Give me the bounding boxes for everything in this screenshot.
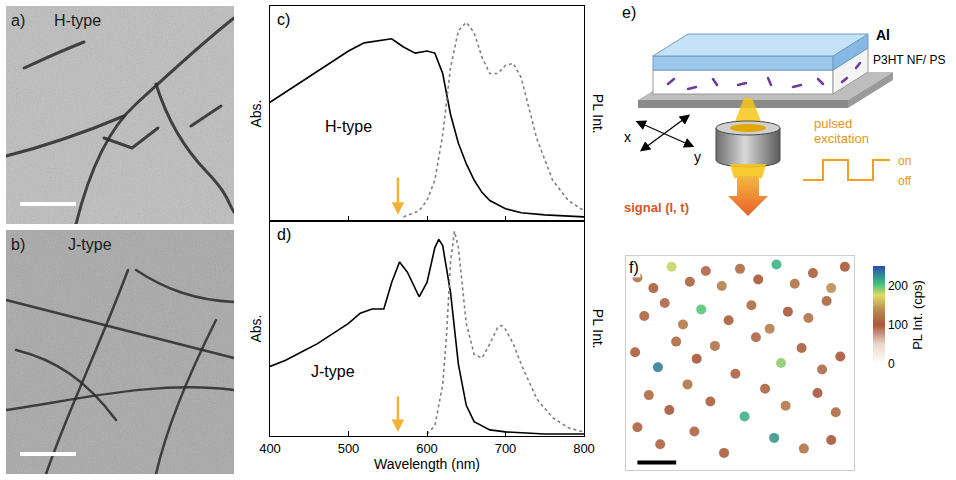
- svg-text:700: 700: [495, 441, 517, 456]
- svg-text:Abs.: Abs.: [248, 314, 264, 342]
- svg-text:pulsed: pulsed: [814, 116, 852, 131]
- svg-text:y: y: [694, 149, 701, 165]
- svg-text:J-type: J-type: [311, 363, 355, 380]
- svg-text:Wavelength (nm): Wavelength (nm): [374, 456, 480, 472]
- svg-text:Abs.: Abs.: [248, 99, 264, 127]
- svg-text:e): e): [622, 4, 636, 21]
- svg-text:PL Int.: PL Int.: [590, 94, 606, 134]
- svg-text:H-type: H-type: [325, 118, 372, 135]
- svg-text:excitation: excitation: [814, 131, 869, 146]
- svg-text:x: x: [624, 129, 631, 145]
- svg-text:f): f): [629, 259, 639, 276]
- svg-text:off: off: [898, 174, 912, 188]
- svg-text:400: 400: [259, 441, 281, 456]
- svg-text:d): d): [277, 226, 291, 243]
- svg-text:500: 500: [338, 441, 360, 456]
- svg-text:0: 0: [888, 357, 895, 371]
- svg-text:600: 600: [416, 441, 438, 456]
- svg-text:b): b): [11, 236, 25, 253]
- svg-text:signal (I, t): signal (I, t): [624, 200, 689, 215]
- svg-text:c): c): [277, 11, 290, 28]
- svg-text:a): a): [11, 12, 25, 29]
- svg-text:PL Int. (cps): PL Int. (cps): [910, 280, 925, 350]
- svg-text:H-type: H-type: [54, 12, 101, 29]
- svg-text:on: on: [898, 154, 911, 168]
- svg-text:200: 200: [888, 279, 908, 293]
- svg-text:100: 100: [888, 318, 908, 332]
- svg-text:PL Int.: PL Int.: [590, 309, 606, 349]
- svg-text:Al: Al: [876, 27, 890, 43]
- svg-text:P3HT NF/ PS: P3HT NF/ PS: [873, 53, 945, 67]
- svg-text:800: 800: [573, 441, 595, 456]
- svg-text:J-type: J-type: [68, 236, 112, 253]
